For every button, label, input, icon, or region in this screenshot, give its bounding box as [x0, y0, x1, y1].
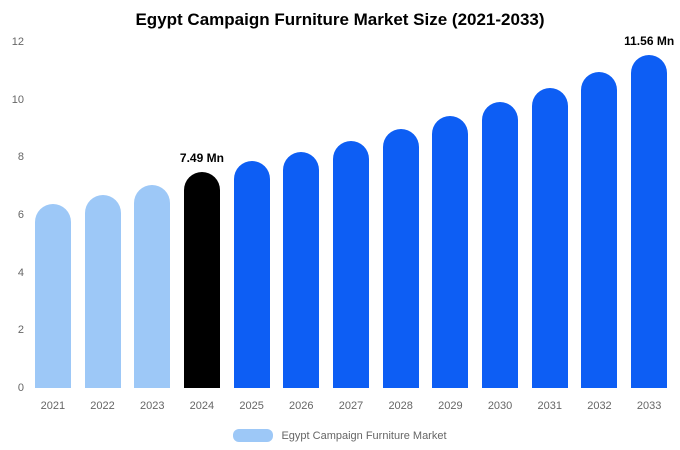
data-label-2033: 11.56 Mn: [624, 33, 675, 48]
bar-2024: [183, 172, 220, 388]
legend-label: Egypt Campaign Furniture Market: [281, 429, 447, 442]
x-axis-label-2022: 2022: [90, 400, 115, 412]
bar-2033: [631, 54, 668, 388]
y-axis-tick-label: 0: [17, 382, 24, 394]
bar-2021: [34, 204, 71, 388]
x-axis-label-2026: 2026: [289, 400, 314, 412]
x-axis-label-2031: 2031: [537, 400, 562, 412]
x-axis-label-2023: 2023: [139, 400, 165, 412]
data-label-2024: 7.49 Mn: [179, 151, 224, 166]
x-axis-label-2032: 2032: [587, 400, 612, 412]
bar-2027: [333, 140, 369, 388]
y-axis-tick-label: 8: [17, 151, 24, 164]
legend-swatch: [233, 429, 274, 442]
x-axis-label-2029: 2029: [438, 400, 463, 412]
bar-2031: [531, 87, 568, 388]
y-axis-tick-label: 6: [17, 209, 24, 221]
bar-2022: [84, 194, 121, 388]
bar-2025: [233, 161, 270, 388]
chart-title: Egypt Campaign Furniture Market Size (20…: [135, 10, 545, 29]
bar-2029: [432, 115, 469, 388]
chart-legend: Egypt Campaign Furniture Market: [0, 429, 680, 442]
x-axis-label-2024: 2024: [189, 400, 215, 412]
bar-2030: [482, 101, 519, 388]
bar-2028: [382, 128, 419, 388]
bar-2026: [283, 151, 320, 388]
y-axis-tick-label: 2: [17, 324, 24, 337]
x-axis-label-2025: 2025: [239, 400, 264, 412]
x-axis-label-2021: 2021: [40, 400, 66, 412]
x-axis-label-2030: 2030: [487, 400, 513, 412]
x-axis-label-2028: 2028: [388, 400, 413, 412]
y-axis-tick-label: 10: [11, 93, 24, 106]
y-axis-tick-label: 4: [17, 266, 24, 279]
y-axis-tick-label: 12: [11, 36, 24, 48]
x-axis-label-2033: 2033: [636, 400, 662, 412]
bar-2032: [581, 71, 618, 388]
x-axis-label-2027: 2027: [338, 400, 364, 412]
bar-2023: [134, 185, 171, 388]
